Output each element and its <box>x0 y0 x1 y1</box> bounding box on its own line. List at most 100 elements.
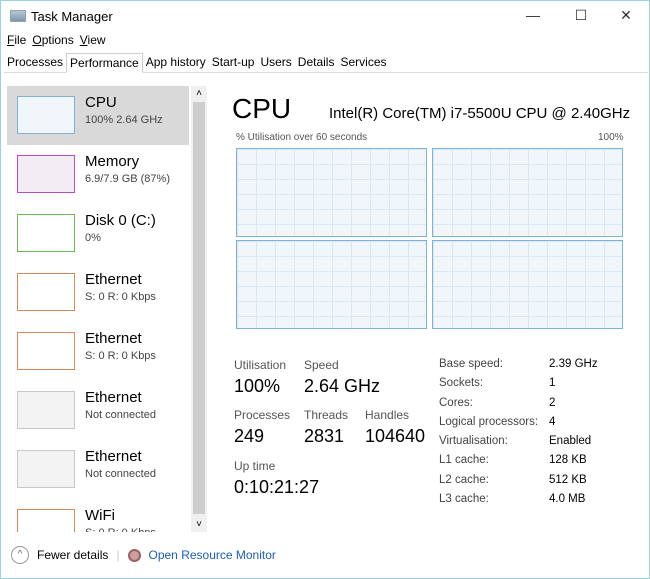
tab-startup[interactable]: Start-up <box>211 55 255 69</box>
sidebar-item-memory[interactable]: Memory 6.9/7.9 GB (87%) <box>7 145 189 204</box>
sidebar-item-subtitle: S: 0 R: 0 Kbps <box>85 350 156 362</box>
sidebar-item-subtitle: S: 0 R: 0 Kbps <box>85 291 156 303</box>
spec-label: Logical processors: <box>439 415 539 428</box>
spec-row: Cores: 2 <box>439 397 598 416</box>
spec-label: L1 cache: <box>439 454 489 467</box>
mini-graph <box>17 332 75 370</box>
sidebar-item-ethernet[interactable]: Ethernet Not connected <box>7 440 189 499</box>
spec-value: 128 KB <box>549 454 587 467</box>
cpu-graph-core-1 <box>432 148 623 237</box>
window-title: Task Manager <box>31 9 113 24</box>
processes-value: 249 <box>234 426 265 446</box>
speed-label: Speed <box>304 358 339 372</box>
sidebar-item-label: Disk 0 (C:) <box>85 212 156 229</box>
tab-bar: Processes Performance App history Start-… <box>4 53 648 73</box>
spec-value: 2 <box>549 396 556 409</box>
spec-row: L1 cache: 128 KB <box>439 454 598 473</box>
threads-value: 2831 <box>304 426 345 446</box>
spec-label: Virtualisation: <box>439 435 508 448</box>
sidebar-item-label: WiFi <box>85 507 115 524</box>
spec-value: 1 <box>549 377 556 390</box>
spec-label: L2 cache: <box>439 473 489 486</box>
close-button[interactable]: ✕ <box>620 7 632 23</box>
sidebar-item-label: Ethernet <box>85 271 142 288</box>
sidebar-item-subtitle: Not connected <box>85 468 156 480</box>
task-manager-icon <box>10 10 26 22</box>
mini-graph <box>17 96 75 134</box>
footer: ^ Fewer details | Open Resource Monitor <box>11 546 276 564</box>
resource-monitor-icon <box>127 548 141 562</box>
speed-value: 2.64 GHz <box>304 376 381 396</box>
mini-graph <box>17 155 75 193</box>
sidebar-item-label: CPU <box>85 94 117 111</box>
mini-graph <box>17 509 75 532</box>
graph-max: 100% <box>598 132 624 143</box>
sidebar-item-subtitle: S: 0 R: 0 Kbps <box>85 527 156 532</box>
sidebar-item-subtitle: 6.9/7.9 GB (87%) <box>85 173 170 185</box>
graph-label: % Utilisation over 60 seconds <box>236 132 368 143</box>
mini-graph <box>17 273 75 311</box>
tab-processes[interactable]: Processes <box>7 55 64 69</box>
minimize-button[interactable]: — <box>526 7 540 23</box>
sidebar-item-label: Memory <box>85 153 140 170</box>
uptime-label: Up time <box>234 459 276 473</box>
spec-label: Cores: <box>439 396 473 409</box>
utilisation-value: 100% <box>234 376 281 396</box>
scroll-up-icon[interactable]: ˄ <box>196 88 202 99</box>
tab-app-history[interactable]: App history <box>145 55 206 69</box>
cpu-specs: Base speed: 2.39 GHz Sockets: 1 Cores: 2 Logic… <box>439 358 598 512</box>
menu-bar: File Options View <box>7 33 106 47</box>
spec-value: 4.0 MB <box>549 493 586 506</box>
spec-value: 512 KB <box>549 473 587 486</box>
tab-performance[interactable]: Performance <box>66 53 143 73</box>
spec-value: 4 <box>549 415 556 428</box>
sidebar-item-wifi[interactable]: WiFi S: 0 R: 0 Kbps <box>7 499 189 532</box>
uptime-value: 0:10:21:27 <box>234 477 320 497</box>
chevron-up-icon[interactable]: ^ <box>11 546 29 564</box>
utilisation-label: Utilisation <box>234 358 287 372</box>
sidebar-item-subtitle: 100% 2.64 GHz <box>85 114 163 126</box>
sidebar-item-label: Ethernet <box>85 448 142 465</box>
maximize-button[interactable]: ☐ <box>574 7 588 23</box>
cpu-graph-core-2 <box>236 240 427 329</box>
cpu-model: Intel(R) Core(TM) i7-5500U CPU @ 2.40GHz <box>329 105 631 122</box>
mini-graph <box>17 450 75 488</box>
sidebar-item-cpu[interactable]: CPU 100% 2.64 GHz <box>7 86 189 145</box>
sidebar-item-subtitle: 0% <box>85 232 101 244</box>
threads-label: Threads <box>304 408 349 422</box>
menu-file[interactable]: File <box>7 33 27 47</box>
sidebar-item-disk-0-c[interactable]: Disk 0 (C:) 0% <box>7 204 189 263</box>
page-title: CPU <box>232 93 292 124</box>
processes-label: Processes <box>234 408 291 422</box>
spec-row: Sockets: 1 <box>439 377 598 396</box>
sidebar-item-label: Ethernet <box>85 389 142 406</box>
open-resource-monitor-link[interactable]: Open Resource Monitor <box>148 548 276 562</box>
tab-users[interactable]: Users <box>260 55 292 69</box>
mini-graph <box>17 391 75 429</box>
sidebar-scrollbar[interactable]: ˄ ˅ <box>191 86 207 532</box>
resource-list: CPU 100% 2.64 GHz Memory 6.9/7.9 GB (87%… <box>7 86 189 532</box>
menu-options[interactable]: Options <box>32 33 74 47</box>
spec-label: Sockets: <box>439 377 484 390</box>
fewer-details-button[interactable]: Fewer details <box>37 548 109 562</box>
spec-row: Base speed: 2.39 GHz <box>439 358 598 377</box>
handles-value: 104640 <box>365 426 426 446</box>
tab-details[interactable]: Details <box>297 55 335 69</box>
scroll-down-icon[interactable]: ˅ <box>196 519 202 530</box>
spec-row: Virtualisation: Enabled <box>439 435 598 454</box>
spec-label: Base speed: <box>439 358 503 370</box>
scrollbar-thumb[interactable] <box>193 102 205 514</box>
sidebar-item-subtitle: Not connected <box>85 409 156 421</box>
tab-services[interactable]: Services <box>340 55 387 69</box>
handles-label: Handles <box>365 408 410 422</box>
spec-label: L3 cache: <box>439 493 489 506</box>
sidebar-item-ethernet[interactable]: Ethernet Not connected <box>7 381 189 440</box>
spec-value: 2.39 GHz <box>549 358 598 370</box>
cpu-graph-core-3 <box>432 240 623 329</box>
cpu-graph-core-0 <box>236 148 427 237</box>
sidebar-item-ethernet[interactable]: Ethernet S: 0 R: 0 Kbps <box>7 263 189 322</box>
sidebar-item-ethernet[interactable]: Ethernet S: 0 R: 0 Kbps <box>7 322 189 381</box>
spec-row: L2 cache: 512 KB <box>439 474 598 493</box>
sidebar-item-label: Ethernet <box>85 330 142 347</box>
menu-view[interactable]: View <box>79 33 106 47</box>
